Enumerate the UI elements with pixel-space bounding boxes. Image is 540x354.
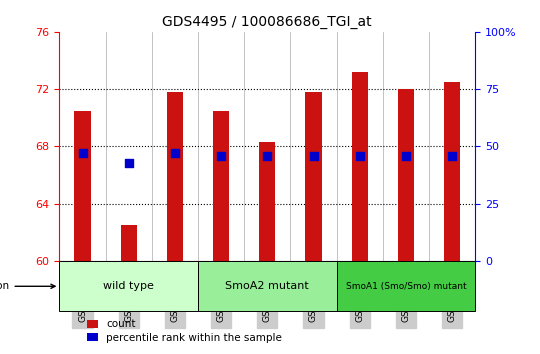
Bar — [259, 142, 275, 261]
Bar — [120, 225, 137, 261]
Bar — [306, 92, 322, 261]
Point — [448, 153, 456, 159]
Bar — [444, 82, 460, 261]
Point — [78, 150, 87, 156]
Point — [124, 160, 133, 165]
Text: genotype/variation: genotype/variation — [0, 281, 55, 291]
Point — [171, 150, 179, 156]
Bar — [59, 261, 198, 312]
Text: wild type: wild type — [103, 281, 154, 291]
Text: SmoA2 mutant: SmoA2 mutant — [225, 281, 309, 291]
Legend: count, percentile rank within the sample: count, percentile rank within the sample — [85, 317, 284, 345]
Bar — [75, 111, 91, 261]
Point — [263, 153, 272, 159]
Bar — [352, 72, 368, 261]
Bar — [398, 89, 414, 261]
Bar — [167, 92, 183, 261]
Bar — [198, 261, 336, 312]
Bar — [336, 261, 475, 312]
Point — [309, 153, 318, 159]
Point — [355, 153, 364, 159]
Bar — [213, 111, 229, 261]
Title: GDS4495 / 100086686_TGI_at: GDS4495 / 100086686_TGI_at — [163, 16, 372, 29]
Point — [217, 153, 225, 159]
Point — [402, 153, 410, 159]
Text: SmoA1 (Smo/Smo) mutant: SmoA1 (Smo/Smo) mutant — [346, 282, 466, 291]
